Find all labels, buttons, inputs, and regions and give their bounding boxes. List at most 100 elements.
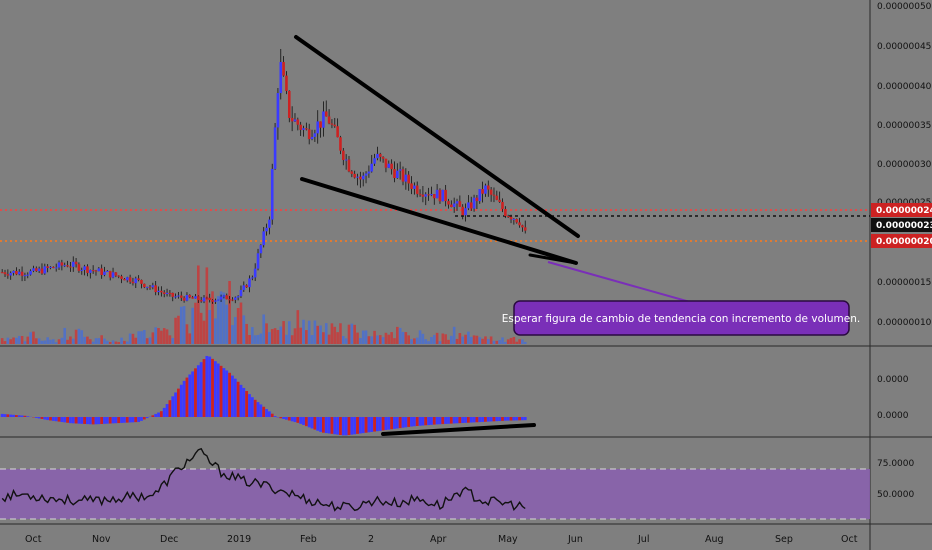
volume-bar xyxy=(182,306,186,344)
oscillator-bar xyxy=(430,417,433,425)
volume-bar xyxy=(54,342,58,344)
oscillator-bar xyxy=(151,415,155,417)
candle-body xyxy=(287,90,291,118)
volume-bar xyxy=(370,336,374,344)
oscillator-bar xyxy=(111,417,115,424)
volume-bar xyxy=(290,335,294,344)
oscillator-bar xyxy=(66,417,69,423)
candle-body xyxy=(268,219,271,228)
oscillator-bar xyxy=(20,415,24,417)
trendline-lower[interactable] xyxy=(300,177,578,265)
candle-body xyxy=(424,194,428,197)
oscillator-bar xyxy=(86,417,89,425)
oscillator-bar xyxy=(242,387,246,417)
volume-bar xyxy=(356,332,359,344)
oscillator-bar xyxy=(410,417,413,427)
annotation-callout[interactable]: Esperar figura de cambio de tendencia co… xyxy=(502,300,861,336)
candle-body xyxy=(350,171,354,174)
oscillator-bar xyxy=(421,417,425,426)
callout-pointer xyxy=(547,261,691,303)
oscillator-bar xyxy=(3,414,7,417)
candle-body xyxy=(521,225,524,228)
oscillator-bar xyxy=(492,417,496,422)
oscillator-bar xyxy=(287,417,291,421)
oscillator-bar xyxy=(248,394,251,417)
candle-body xyxy=(384,158,388,168)
oscillator-bar xyxy=(211,358,214,417)
candle-body xyxy=(111,272,115,278)
oscillator-bar xyxy=(501,417,504,421)
volume-bar xyxy=(251,327,254,344)
volume-bar xyxy=(60,337,64,344)
oscillator-bar xyxy=(179,384,183,417)
volume-bar xyxy=(140,331,143,344)
volume-bar xyxy=(282,321,285,344)
oscillator-bar xyxy=(384,417,388,431)
candle-body xyxy=(174,296,177,298)
oscillator-bar xyxy=(117,417,121,424)
volume-bar xyxy=(418,330,422,344)
volume-bar xyxy=(26,336,30,344)
candle-body xyxy=(523,227,527,231)
oscillator-bar xyxy=(361,417,365,434)
oscillator-bar xyxy=(347,417,351,436)
volume-bar xyxy=(188,333,192,344)
candle-body xyxy=(435,189,439,199)
candle-body xyxy=(103,271,106,275)
volume-bar xyxy=(114,341,118,344)
volume-bar xyxy=(521,339,524,344)
volume-bar xyxy=(518,339,521,344)
candle-body xyxy=(495,195,499,200)
volume-bar xyxy=(310,335,314,344)
oscillator-bar xyxy=(344,417,348,436)
volume-bar xyxy=(424,339,428,344)
candle-body xyxy=(74,261,78,265)
candle-body xyxy=(46,266,49,268)
annotation-box[interactable] xyxy=(513,300,850,336)
volume-bar xyxy=(91,341,95,344)
oscillator-bar xyxy=(14,415,18,417)
candle-body xyxy=(185,294,189,301)
candle-body xyxy=(441,189,445,202)
volume-bar xyxy=(415,337,419,344)
volume-bar xyxy=(350,323,354,344)
candle-body xyxy=(464,208,467,216)
candle-body xyxy=(191,297,194,299)
candle-body xyxy=(330,123,334,125)
candle-body xyxy=(125,277,129,281)
oscillator-bar xyxy=(364,417,368,433)
volume-bar xyxy=(336,332,339,344)
volume-bar xyxy=(86,336,89,344)
oscillator-bar xyxy=(185,377,189,417)
volume-bar xyxy=(120,337,123,344)
oscillator-bar xyxy=(74,417,78,424)
volume-bar xyxy=(302,319,305,344)
oscillator-bar xyxy=(140,417,143,421)
candle-body xyxy=(179,295,183,298)
oscillator-bar xyxy=(381,417,385,431)
oscillator-bar xyxy=(49,417,52,421)
candle-body xyxy=(6,274,10,276)
volume-bar xyxy=(498,340,501,344)
oscillator-bar xyxy=(330,417,334,434)
oscillator-bar xyxy=(478,417,482,423)
oscillator-bar xyxy=(69,417,72,424)
oscillator-bar xyxy=(370,417,374,432)
candle-body xyxy=(15,270,18,275)
volume-bar xyxy=(330,323,334,344)
oscillator-bar xyxy=(498,417,502,421)
oscillator-bar xyxy=(506,417,510,421)
price-badge-lower-text: 0.00000020 xyxy=(876,237,932,247)
trendline-short[interactable] xyxy=(528,253,578,265)
oscillator-bar xyxy=(177,388,180,417)
volume-bar xyxy=(191,307,194,344)
candle-body xyxy=(322,111,325,128)
candle-body xyxy=(253,268,257,278)
time-tick: Jun xyxy=(567,534,583,545)
time-tick: Sep xyxy=(775,534,793,545)
trendline-upper[interactable] xyxy=(294,35,580,238)
oscillator-trendline[interactable] xyxy=(381,423,536,436)
candle-body xyxy=(202,297,206,302)
oscillator-tick: 0.0000 xyxy=(877,411,909,421)
